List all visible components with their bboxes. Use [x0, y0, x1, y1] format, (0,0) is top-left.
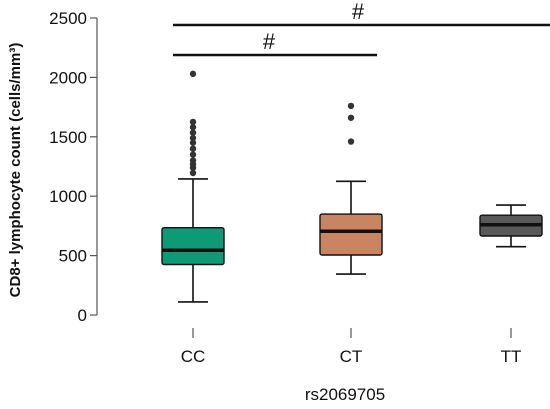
y-tick-label: 0 — [78, 306, 87, 325]
outlier-point — [347, 138, 355, 145]
outlier-point — [189, 151, 197, 158]
outlier-point — [189, 124, 197, 131]
outlier-point — [189, 70, 197, 78]
y-tick-label: 2000 — [49, 68, 87, 87]
x-tick-label: CT — [340, 347, 363, 366]
y-tick-label: 2500 — [49, 9, 87, 28]
y-ticks: 0 500 1000 1500 2000 2500 — [49, 9, 97, 325]
boxes — [161, 70, 543, 303]
x-axis-title: rs2069705 — [305, 385, 385, 404]
outlier-point — [189, 169, 197, 177]
outlier-point — [347, 102, 355, 110]
y-axis: 0 500 1000 1500 2000 2500 — [49, 9, 98, 325]
outlier-point — [189, 145, 197, 152]
iqr-box — [319, 213, 383, 256]
significance-label: # — [352, 0, 365, 24]
outlier-point — [189, 139, 197, 146]
outlier-point — [189, 157, 197, 164]
x-ticks: CC CT TT — [181, 328, 522, 366]
significance-label: # — [263, 29, 276, 54]
y-tick-label: 500 — [59, 247, 87, 266]
x-tick-label: CC — [181, 347, 206, 366]
box-ct — [319, 102, 383, 275]
outlier-point — [189, 118, 197, 126]
box-cc — [161, 70, 225, 303]
y-tick-label: 1000 — [49, 187, 87, 206]
x-tick-label: TT — [501, 347, 522, 366]
box-tt — [479, 204, 543, 248]
outlier-point — [189, 134, 197, 142]
y-tick-label: 1500 — [49, 128, 87, 147]
outlier-point — [189, 129, 197, 136]
iqr-box — [161, 226, 225, 266]
outlier-point — [347, 114, 355, 121]
y-axis-title: CD8+ lymphocyte count (cells/mm³) — [7, 43, 24, 298]
significance-bars: ## — [173, 0, 550, 57]
